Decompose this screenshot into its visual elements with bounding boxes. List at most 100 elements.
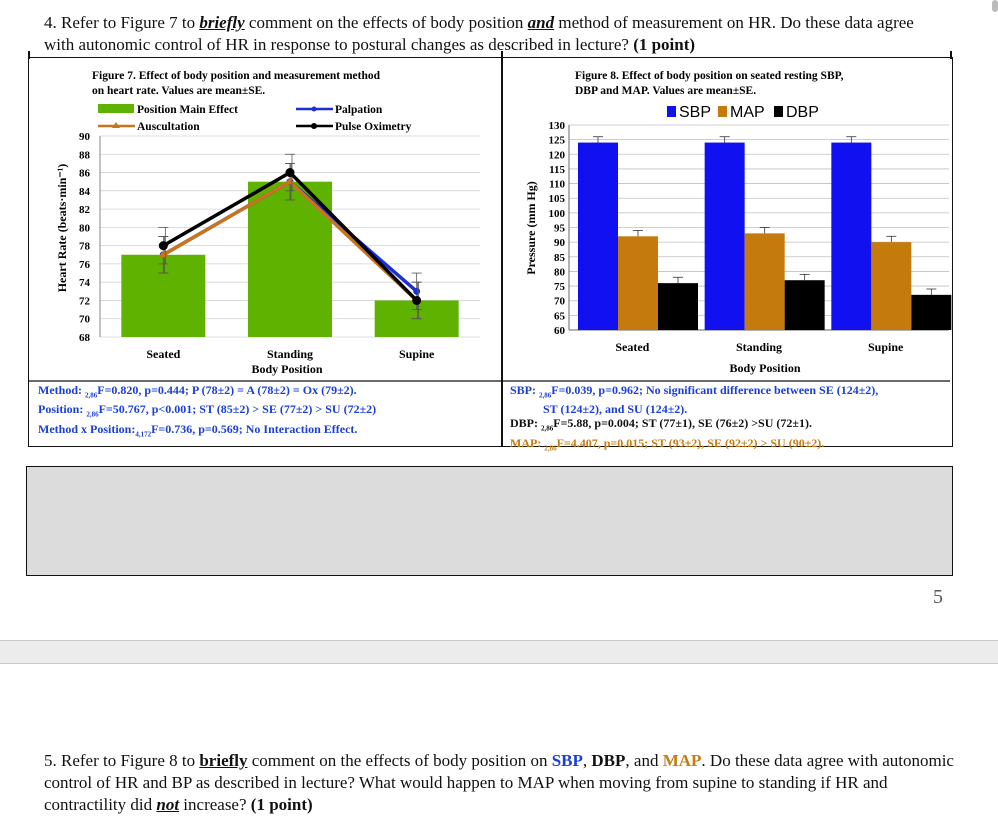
fig7-ytick-label: 88 — [79, 149, 91, 161]
fig8-ytick-label: 100 — [549, 208, 566, 220]
fig7-stats-interaction-result: F=0.736, p=0.569; No Interaction Effect. — [151, 421, 358, 436]
q5-comma-2: , and — [625, 751, 663, 770]
scroll-indicator[interactable] — [992, 0, 998, 12]
q4-briefly: briefly — [199, 13, 245, 32]
legend-label-map: MAP — [730, 104, 765, 121]
fig7-stats-interaction-df: 4,172 — [135, 430, 152, 439]
fig8-stats-map-label: MAP: — [510, 435, 545, 450]
fig7-xlabel: Body Position — [251, 362, 322, 376]
fig8-xtick-label: Seated — [615, 340, 649, 354]
fig7-stats-method: Method: 2,86F=0.820, p=0.444; P (78±2) =… — [38, 383, 498, 402]
fig7-ytick-label: 90 — [79, 131, 91, 143]
legend-swatch-dbp — [774, 106, 783, 117]
fig8-bar-sbp-standing — [704, 142, 745, 330]
fig8-ytick-label: 85 — [554, 252, 566, 264]
fig7-ytick-label: 72 — [79, 295, 91, 307]
q5-comma-1: , — [582, 751, 592, 770]
legend-label-palpation: Palpation — [335, 104, 383, 116]
fig7-ytick-label: 78 — [79, 241, 91, 253]
figures-divider — [501, 57, 503, 447]
fig8-ytick-label: 105 — [549, 193, 566, 205]
fig8-stats-dbp: DBP: 2,86F=5.88, p=0.004; ST (77±1), SE … — [510, 416, 950, 435]
fig8-xlabel: Body Position — [729, 361, 800, 375]
legend-label-position: Position Main Effect — [137, 104, 238, 116]
legend-swatch-position — [98, 104, 134, 113]
fig8-ytick-label: 125 — [549, 135, 566, 147]
fig7-ytick-label: 86 — [79, 168, 91, 180]
q5-briefly: briefly — [199, 751, 248, 770]
fig7-stats-position-label: Position: — [38, 402, 87, 417]
fig8-bar-dbp-standing — [784, 280, 825, 330]
q5-text-d: increase? — [179, 795, 251, 814]
fig7-ytick-label: 80 — [79, 222, 91, 234]
fig8-ytick-label: 130 — [549, 120, 566, 132]
fig8-ytick-label: 90 — [554, 237, 566, 249]
fig8-ytick-label: 60 — [554, 325, 566, 337]
fig7-stats-interaction: Method x Position:4,172F=0.736, p=0.569;… — [38, 422, 498, 441]
figures-frame — [28, 57, 953, 447]
fig7-stats-position: Position: 2,86F=50.767, p<0.001; ST (85±… — [38, 402, 498, 421]
fig8-stats-dbp-result: F=5.88, p=0.004; ST (77±1), SE (76±2) >S… — [553, 416, 812, 431]
q5-text-c: . Do these data agree with autonomic con… — [44, 751, 954, 814]
q5-map: MAP — [662, 751, 702, 770]
fig7-point-auscultation — [158, 249, 169, 258]
legend-label-dbp: DBP — [786, 104, 819, 121]
fig8-stats-sbp-cont: ST (124±2), and SU (124±2). — [543, 402, 688, 417]
fig7-stats-position-result: F=50.767, p<0.001; ST (85±2) > SE (77±2)… — [98, 402, 377, 417]
fig8-ytick-label: 70 — [554, 296, 566, 308]
frame-tick-left — [28, 51, 30, 59]
fig7-ytick-label: 76 — [79, 259, 91, 271]
fig7-title-line1: Figure 7. Effect of body position and me… — [92, 70, 381, 82]
q4-and: and — [527, 13, 555, 32]
legend-label-sbp: SBP — [679, 104, 711, 121]
legend-marker-pulse-oximetry — [311, 123, 317, 129]
fig8-bar-map-seated — [618, 236, 658, 330]
fig8-bar-map-standing — [744, 233, 785, 330]
q5-text-b: comment on the effects of body position … — [247, 751, 552, 770]
fig8-stats: SBP: 2,86F=0.039, p=0.962; No significan… — [510, 383, 950, 455]
fig8-ytick-label: 110 — [549, 179, 565, 191]
fig7-stats-method-result: F=0.820, p=0.444; P (78±2) = A (78±2) = … — [97, 383, 357, 397]
fig8-stats-dbp-label: DBP: — [510, 416, 541, 431]
fig7-point-palpation — [413, 287, 421, 295]
fig8-plot: 60 65 70 75 80 85 90 95 100 105 110 115 120 125 130 Sea… — [549, 120, 952, 354]
fig8-stats-map-result: F=4.407, p=0.015; ST (93±2), SE (92±2) >… — [556, 435, 825, 450]
legend-swatch-map — [718, 106, 727, 117]
fig8-ylabel: Pressure (mm Hg) — [524, 181, 538, 275]
fig7-stats-method-label: Method: — [38, 383, 85, 397]
fig8-title-line2: DBP and MAP. Values are mean±SE. — [575, 85, 756, 97]
fig7-ytick-label: 82 — [79, 204, 91, 216]
fig8-bar-sbp-seated — [578, 142, 618, 330]
fig8-bar-sbp-supine — [831, 142, 872, 330]
legend-marker-palpation — [311, 106, 317, 112]
fig7-point-auscultation — [285, 176, 295, 185]
fig7-stats-interaction-label: Method x Position: — [38, 421, 136, 436]
legend-marker-auscultation — [112, 122, 120, 128]
q4-text-b: comment on the effects of body position — [244, 13, 528, 32]
fig8-stats-dbp-df: 2,86 — [541, 424, 554, 433]
q5-not: not — [156, 795, 180, 814]
answer-box-q4[interactable] — [26, 466, 953, 576]
fig8-ytick-label: 115 — [549, 164, 565, 176]
fig7-stats-position-df: 2,86 — [86, 410, 99, 419]
q5-sbp: SBP — [551, 751, 583, 770]
fig8-stats-map-df: 2,86 — [544, 444, 557, 453]
q4-text-a: 4. Refer to Figure 7 to — [44, 13, 200, 32]
fig8-bar-dbp-supine — [911, 294, 952, 330]
legend-label-pulse-oximetry: Pulse Oximetry — [335, 121, 412, 133]
question-5: 5. Refer to Figure 8 to briefly comment … — [44, 750, 954, 816]
fig8-ytick-label: 120 — [549, 149, 566, 161]
q4-text-c: method of measurement on HR. Do these da… — [44, 13, 914, 54]
legend-label-auscultation: Auscultation — [137, 121, 200, 133]
fig7-point-pulse-oximetry — [285, 168, 295, 178]
fig8-bar-dbp-seated — [658, 283, 698, 330]
q5-dbp: DBP — [591, 751, 626, 770]
fig7-point-pulse-oximetry — [412, 295, 422, 305]
fig7-point-pulse-oximetry — [158, 241, 168, 251]
fig7-xtick-label: Supine — [399, 347, 435, 361]
fig7-plot: 68 70 72 74 76 78 80 82 84 86 88 90 Seated Standing Su… — [79, 131, 480, 361]
fig8-bar-map-supine — [871, 242, 912, 330]
legend-swatch-sbp — [667, 106, 676, 117]
frame-tick-middle — [501, 51, 503, 59]
fig8-xtick-label: Standing — [736, 340, 782, 354]
